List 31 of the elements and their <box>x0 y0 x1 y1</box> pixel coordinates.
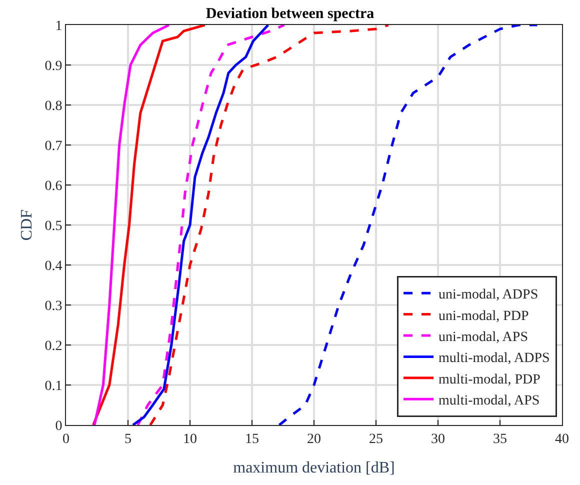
legend-label: multi-modal, ADPS <box>438 351 550 366</box>
y-axis-title: CDF <box>18 209 36 241</box>
y-tick-label: 0 <box>55 418 62 434</box>
line-series <box>92 25 206 425</box>
y-tick-label: 0.2 <box>44 338 62 354</box>
y-tick-label: 0.7 <box>44 138 62 154</box>
line-series <box>149 25 390 425</box>
x-tick-label: 35 <box>493 432 507 447</box>
chart-title: Deviation between spectra <box>206 6 375 22</box>
legend-label: uni-modal, APS <box>438 330 528 345</box>
y-tick-label: 0.8 <box>44 98 62 114</box>
x-tick-label: 40 <box>555 432 569 447</box>
legend-label: uni-modal, ADPS <box>438 288 538 303</box>
y-tick-label: 0.1 <box>44 378 62 394</box>
y-tick-label: 0.9 <box>44 58 62 74</box>
y-tick-label: 0.4 <box>44 258 62 274</box>
line-series <box>93 25 170 425</box>
y-tick-label: 1 <box>55 18 62 34</box>
x-tick-label: 10 <box>183 432 197 447</box>
x-tick-label: 25 <box>369 432 383 447</box>
legend-label: uni-modal, PDP <box>438 308 529 324</box>
x-tick-label: 5 <box>124 432 132 447</box>
y-tick-label: 0.5 <box>44 218 62 234</box>
legend-label: multi-modal, APS <box>438 394 540 409</box>
y-tick-label: 0.6 <box>44 178 62 194</box>
legend-label: multi-modal, PDP <box>438 372 541 388</box>
x-axis-title: maximum deviation [dB] <box>233 460 395 476</box>
y-tick-label: 0.3 <box>44 298 62 314</box>
x-tick-label: 30 <box>431 432 445 447</box>
x-tick-label: 20 <box>307 432 321 447</box>
x-tick-label: 15 <box>245 432 259 447</box>
